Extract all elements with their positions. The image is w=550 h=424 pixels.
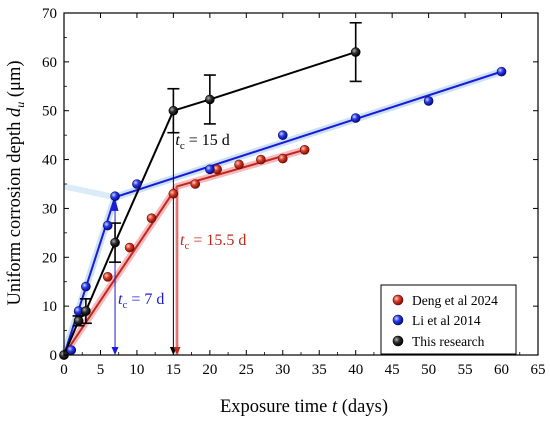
li-et-al-2014-point	[496, 66, 507, 77]
y-tick-label: 70	[42, 6, 57, 22]
y-axis-title: Uniform corrosion depth du (μm)	[5, 60, 27, 305]
legend-marker-deng	[392, 294, 404, 306]
y-tick-label: 40	[42, 153, 57, 169]
deng-et-al-2024-point	[102, 272, 113, 282]
deng-et-al-2024-point	[190, 179, 201, 189]
legend-marker-li	[392, 314, 404, 326]
legend-label-this-research: This research	[412, 334, 485, 349]
y-tick-label: 60	[42, 55, 57, 71]
axes-layer: 0 5 10 15 20 25 30 35 40 45 50 55 60 65 0 10 20 30 40 50 60…	[42, 6, 546, 378]
x-tick-label: 45	[385, 362, 400, 378]
x-tick-label: 60	[494, 362, 509, 378]
x-tick-label: 35	[312, 362, 327, 378]
li-et-al-2014-point	[81, 281, 91, 292]
this-research-point	[205, 94, 215, 105]
legend-item-deng: Deng et al 2024	[392, 293, 498, 308]
x-tick-label: 40	[348, 362, 363, 378]
li-et-al-2014-point	[132, 179, 142, 189]
x-tick-label: 20	[202, 362, 217, 378]
x-axis: 0 5 10 15 20 25 30 35 40 45 50 55 60 65	[60, 13, 546, 378]
x-tick-label: 50	[421, 362, 436, 378]
li-guide-arrow	[111, 347, 119, 355]
y-tick-label: 10	[42, 299, 57, 315]
deng-guide-arrow	[173, 347, 181, 355]
transition-annotation: tc = 7 d	[118, 291, 164, 311]
y-tick-label: 30	[42, 201, 57, 217]
li-et-al-2014-point	[110, 191, 120, 202]
li-et-al-2014-point	[205, 164, 215, 175]
x-tick-label: 0	[60, 362, 68, 378]
deng-et-al-2024-point	[124, 242, 135, 253]
this-research-point	[110, 237, 120, 248]
y-axis: 0 10 20 30 40 50 60 70	[42, 6, 538, 364]
li-et-al-2014-point	[350, 113, 361, 123]
legend-marker-this-research	[392, 335, 404, 347]
point-layer	[59, 47, 507, 360]
transition-annotation: tc = 15.5 d	[180, 232, 246, 252]
legend: Deng et al 2024 Li et al 2014 This resea…	[380, 284, 517, 355]
x-tick-label: 25	[239, 362, 254, 378]
y-tick-label: 50	[42, 104, 57, 120]
this-research-point	[81, 306, 91, 316]
li-et-al-2014-fit-extension	[63, 183, 116, 201]
y-tick-label: 20	[42, 250, 57, 266]
deng-et-al-2024-point	[277, 153, 288, 164]
transition-annotation: tc = 15 d	[175, 132, 229, 152]
this-research-point	[73, 315, 84, 326]
li-et-al-2014-point	[423, 96, 434, 106]
x-tick-label: 5	[97, 362, 105, 378]
li-et-al-2014-point	[277, 130, 288, 140]
deng-et-al-2024-point	[256, 154, 266, 165]
x-tick-label: 30	[275, 362, 290, 378]
x-tick-label: 55	[458, 362, 473, 378]
deng-et-al-2024-point	[146, 213, 157, 223]
y-tick-label: 0	[50, 348, 58, 364]
deng-et-al-2024-point	[299, 145, 310, 155]
legend-item-li: Li et al 2014	[392, 313, 481, 328]
plot-layer	[59, 21, 507, 360]
annotation-layer: tc = 7 d tc = 15 d tc = 15.5 d	[118, 132, 246, 311]
li-et-al-2014-point	[102, 220, 113, 231]
this-research-point	[168, 105, 179, 116]
this-research-point	[350, 47, 361, 57]
deng-et-al-2024-point	[234, 159, 244, 170]
legend-label-deng: Deng et al 2024	[412, 293, 498, 308]
x-tick-label: 10	[129, 362, 144, 378]
x-axis-title: Exposure time t (days)	[220, 397, 388, 417]
deng-et-al-2024-point	[168, 188, 179, 199]
legend-label-li: Li et al 2014	[412, 313, 481, 328]
x-tick-label: 65	[531, 362, 546, 378]
legend-item-this-research: This research	[392, 334, 485, 349]
li-up-arrow	[111, 198, 119, 211]
x-tick-label: 15	[166, 362, 181, 378]
